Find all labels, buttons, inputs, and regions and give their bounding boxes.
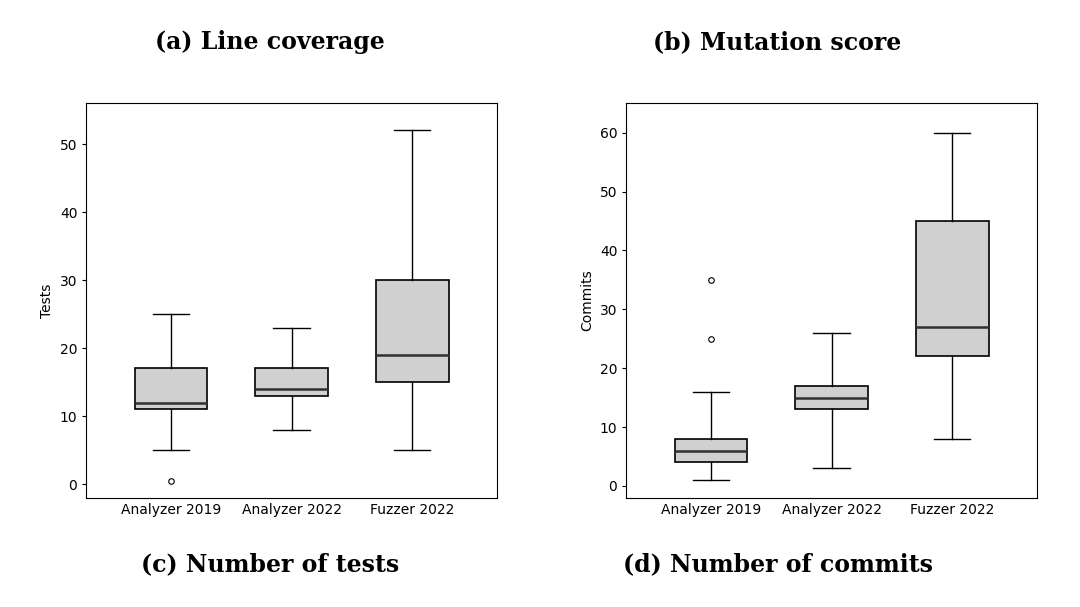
PathPatch shape — [135, 368, 207, 409]
Text: (a) Line coverage: (a) Line coverage — [156, 30, 384, 55]
Y-axis label: Commits: Commits — [580, 270, 594, 331]
Y-axis label: Tests: Tests — [40, 283, 54, 317]
PathPatch shape — [675, 439, 747, 463]
PathPatch shape — [255, 368, 328, 396]
PathPatch shape — [376, 280, 448, 382]
PathPatch shape — [916, 221, 988, 356]
Text: (b) Mutation score: (b) Mutation score — [653, 30, 902, 55]
PathPatch shape — [795, 386, 868, 409]
Text: (c) Number of tests: (c) Number of tests — [140, 552, 400, 577]
Text: (d) Number of commits: (d) Number of commits — [622, 552, 933, 577]
